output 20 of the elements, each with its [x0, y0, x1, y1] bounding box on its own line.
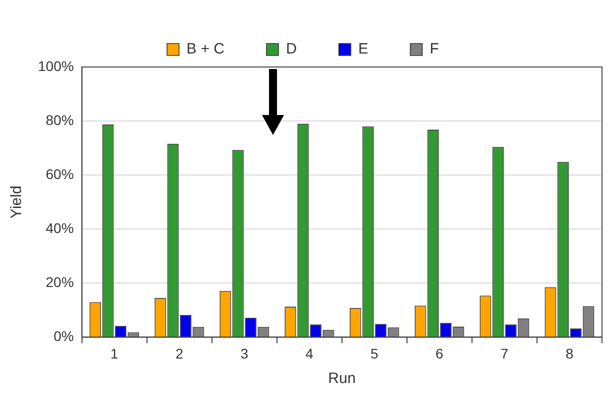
y-tick-label: 40% [46, 220, 74, 236]
y-tick-label: 0% [54, 328, 74, 344]
y-tick-label: 80% [46, 112, 74, 128]
x-tick-label: 8 [566, 345, 574, 362]
x-axis-title: Run [328, 370, 356, 388]
x-tick-label: 2 [175, 345, 184, 362]
legend-label: B + C [186, 40, 225, 58]
x-tick-label: 1 [110, 345, 118, 362]
legend-label: F [430, 40, 439, 58]
legend-label: E [358, 40, 368, 58]
x-tick-label: 3 [240, 345, 248, 362]
y-tick-label: 100% [38, 58, 74, 74]
x-tick-label: 4 [305, 345, 314, 362]
x-tick-label: 5 [370, 345, 379, 362]
y-tick-label: 60% [46, 166, 74, 182]
x-tick-label: 6 [436, 345, 444, 362]
y-axis-title: Yield [8, 186, 26, 219]
x-tick-label: 7 [500, 345, 509, 362]
y-tick-label: 20% [46, 274, 74, 290]
legend-label: D [286, 40, 297, 58]
